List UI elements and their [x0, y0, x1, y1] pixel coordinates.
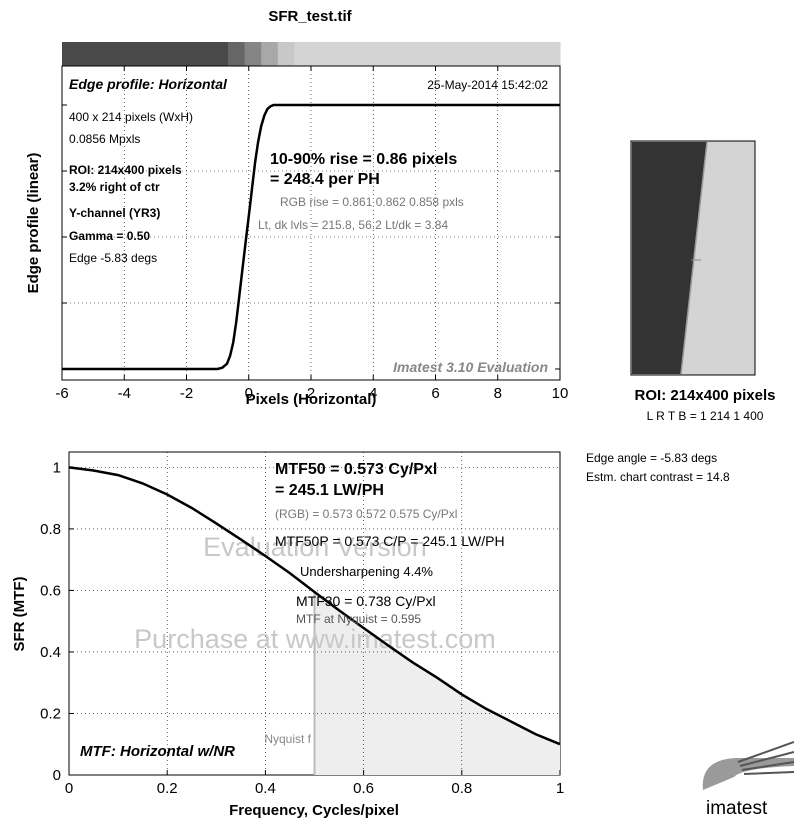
tone-strip-segment: [526, 42, 544, 66]
tone-strip-segment: [344, 42, 362, 66]
edge-angle: Edge -5.83 degs: [69, 251, 157, 265]
mtf50-2: = 245.1 LW/PH: [275, 482, 384, 499]
edge-x-tick-label: 6: [431, 385, 439, 402]
tone-strip-segment: [211, 42, 229, 66]
tone-strip-segment: [244, 42, 262, 66]
edge-x-tick-label: 4: [369, 385, 377, 402]
tone-strip: [62, 42, 561, 66]
mtf-mode-label: MTF: Horizontal w/NR: [80, 743, 235, 760]
tone-strip-segment: [493, 42, 511, 66]
watermark-purchase: Purchase at www.imatest.com: [134, 624, 496, 654]
mtf30: MTF30 = 0.738 Cy/Pxl: [296, 593, 436, 609]
edge-channel: Y-channel (YR3): [69, 206, 160, 220]
levels: Lt, dk lvls = 215.8, 56.2 Lt/dk = 3.84: [258, 218, 448, 232]
roi-coords: L R T B = 1 214 1 400: [647, 409, 764, 423]
edge-info-mpx: 0.0856 Mpxls: [69, 132, 140, 146]
mtf-x-tick-label: 0: [65, 780, 73, 797]
roi-contrast: Estm. chart contrast = 14.8: [586, 470, 730, 484]
edge-gamma: Gamma = 0.50: [69, 229, 150, 243]
evaluation-label: Imatest 3.10 Evaluation: [393, 359, 548, 375]
tone-strip-segment: [360, 42, 378, 66]
rgb-rise: RGB rise = 0.861 0.862 0.858 pxls: [280, 195, 464, 209]
mtf-x-tick-label: 0.2: [157, 780, 178, 797]
tone-strip-segment: [510, 42, 528, 66]
mtf-y-tick-label: 0.4: [40, 644, 61, 661]
roi-thumbnail: [630, 140, 756, 376]
mtf-y-tick-label: 0.6: [40, 582, 61, 599]
edge-x-tick-label: 8: [494, 385, 502, 402]
mtf-chart: 0 0.2 0.4 0.6 0.8 1 0 0.2 0.4 0.6 0.8 1 Evaluation …: [11, 451, 564, 818]
rise-main-2: = 248.4 per PH: [270, 171, 380, 188]
edge-profile-chart: -6 -4 -2 0 2 4 6 8 10 Edge profile: Horizontal 2…: [25, 65, 569, 408]
tone-strip-segment: [228, 42, 246, 66]
tone-strip-segment: [277, 42, 295, 66]
mtf-x-axis-label: Frequency, Cycles/pixel: [229, 802, 399, 818]
mtf-x-tick-label: 0.4: [255, 780, 276, 797]
edge-roi-pos: 3.2% right of ctr: [69, 180, 160, 194]
edge-roi: ROI: 214x400 pixels: [69, 163, 182, 177]
mtf50p: MTF50P = 0.573 C/P = 245.1 LW/PH: [275, 533, 505, 549]
tone-strip-segment: [460, 42, 478, 66]
mtf-y-tick-label: 0.2: [40, 705, 61, 722]
tone-strip-segment: [178, 42, 196, 66]
tone-strip-segment: [161, 42, 179, 66]
tone-strip-segment: [394, 42, 412, 66]
tone-strip-segment: [78, 42, 96, 66]
mtf-line: [68, 466, 561, 746]
tone-strip-segment: [311, 42, 329, 66]
tone-strip-segment: [410, 42, 428, 66]
edge-profile-line: [62, 103, 560, 371]
tone-strip-segment: [62, 42, 80, 66]
tone-strip-segment: [327, 42, 345, 66]
mtf-x-tick-label: 1: [556, 780, 564, 797]
tone-strip-segment: [543, 42, 561, 66]
tone-strip-segment: [261, 42, 279, 66]
page-title: SFR_test.tif: [268, 8, 352, 25]
undersharpening: Undersharpening 4.4%: [300, 564, 433, 579]
mtf50-1: MTF50 = 0.573 Cy/Pxl: [275, 461, 437, 478]
edge-header-left: Edge profile: Horizontal: [69, 76, 228, 92]
watermark-evaluation: Evaluation Version: [203, 532, 427, 562]
mtf-rgb: (RGB) = 0.573 0.572 0.575 Cy/Pxl: [275, 507, 457, 521]
mtf-y-tick-label: 1: [53, 459, 61, 476]
mtf-at-nyquist: MTF at Nyquist = 0.595: [296, 612, 421, 626]
mtf-y-tick-label: 0: [53, 767, 61, 784]
roi-edge-line: [680, 141, 708, 375]
edge-header-right: 25-May-2014 15:42:02: [427, 78, 548, 92]
edge-x-tick-label: 2: [307, 385, 315, 402]
edge-x-axis-label: Pixels (Horizontal): [246, 391, 377, 408]
tone-strip-segment: [194, 42, 212, 66]
tone-strip-segment: [443, 42, 461, 66]
edge-x-tick-label: 0: [245, 385, 253, 402]
mtf-x-tick-label: 0.6: [353, 780, 374, 797]
edge-x-tick-label: -6: [55, 385, 68, 402]
edge-x-tick-label: -4: [118, 385, 131, 402]
roi-edge-angle: Edge angle = -5.83 degs: [586, 451, 717, 465]
tone-strip-segment: [377, 42, 395, 66]
tone-strip-segment: [145, 42, 163, 66]
mtf-y-tick-label: 0.8: [40, 521, 61, 538]
imatest-logo: imatest: [702, 741, 794, 818]
imatest-logo-text: imatest: [706, 798, 768, 818]
tone-strip-segment: [294, 42, 312, 66]
tone-strip-segment: [128, 42, 146, 66]
edge-y-axis-label: Edge profile (linear): [25, 153, 42, 294]
tone-strip-segment: [427, 42, 445, 66]
roi-dark-region: [632, 142, 707, 374]
mtf-y-axis-label: SFR (MTF): [11, 577, 28, 652]
nyquist-label: Nyquist f: [264, 732, 311, 746]
edge-x-tick-label: 10: [552, 385, 569, 402]
tone-strip-segment: [477, 42, 495, 66]
tone-strip-segment: [111, 42, 129, 66]
rise-main-1: 10-90% rise = 0.86 pixels: [270, 151, 457, 168]
edge-info-size: 400 x 214 pixels (WxH): [69, 110, 193, 124]
mtf-x-tick-label: 0.8: [451, 780, 472, 797]
roi-title: ROI: 214x400 pixels: [635, 387, 776, 404]
edge-x-tick-label: -2: [180, 385, 193, 402]
tone-strip-segment: [95, 42, 113, 66]
